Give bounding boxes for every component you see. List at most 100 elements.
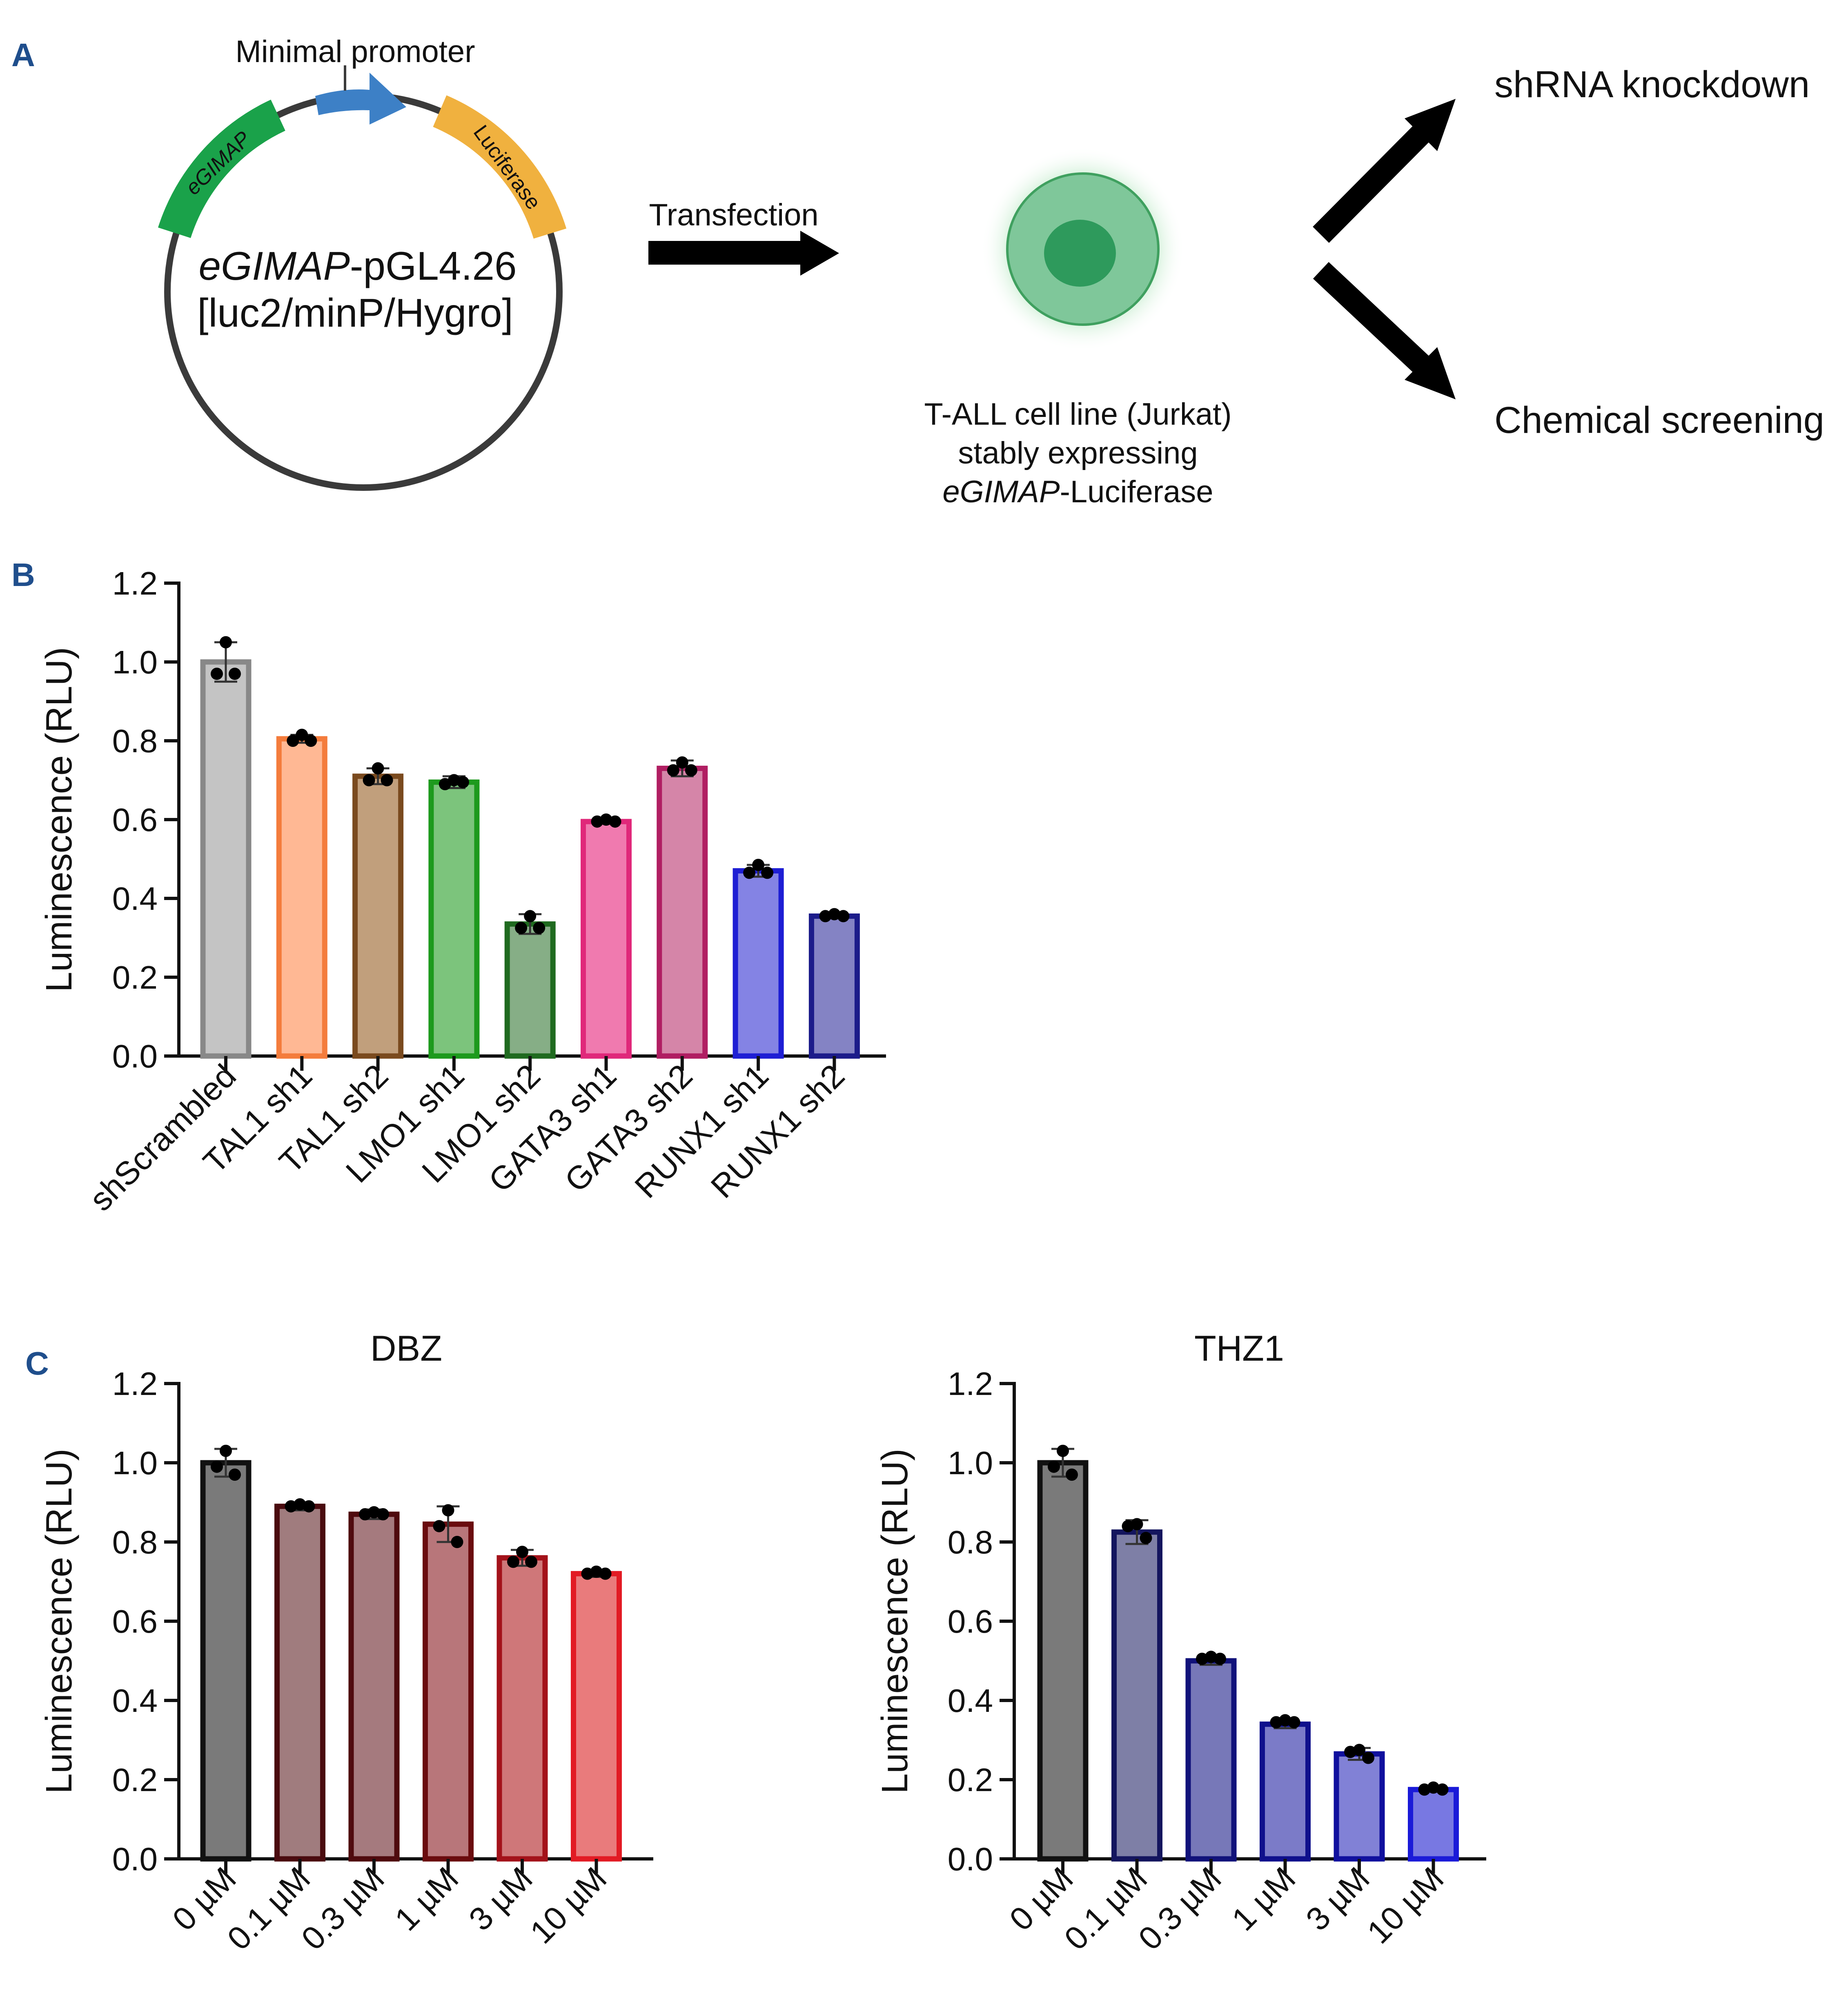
data-point <box>515 922 527 934</box>
cell-caption-rest: -Luciferase <box>1060 475 1213 509</box>
y-tick-label: 0.4 <box>948 1682 993 1719</box>
data-point <box>524 910 536 922</box>
data-point <box>1288 1716 1300 1728</box>
promoter-label: Minimal promoter <box>235 34 475 69</box>
data-point <box>287 735 299 747</box>
x-tick-label: 10 µM <box>523 1860 613 1950</box>
data-point <box>229 668 241 680</box>
cell-caption-line3: eGIMAP-Luciferase <box>942 475 1213 509</box>
y-tick-label: 1.0 <box>112 644 158 680</box>
data-point <box>1048 1461 1060 1473</box>
chart-title: DBZ <box>370 1328 442 1368</box>
chart-thz1: 0.0 0.2 0.4 0.6 0.8 1.0 1.2 Luminescence (RLU) T… <box>875 1328 1486 1957</box>
outcome-shrna-knockdown: shRNA knockdown <box>1494 64 1810 105</box>
data-point <box>1270 1716 1282 1728</box>
data-point <box>819 910 831 922</box>
x-tick-label: 10 µM <box>1360 1860 1450 1950</box>
y-tick-label: 1.2 <box>948 1366 993 1402</box>
y-tick-label: 1.2 <box>112 1366 158 1402</box>
plasmid-name-line2: [luc2/minP/Hygro] <box>197 290 513 335</box>
y-tick-label: 0.4 <box>112 1682 158 1719</box>
data-point <box>591 816 603 828</box>
bar <box>355 776 401 1056</box>
bar <box>203 1463 249 1859</box>
data-point <box>1418 1783 1431 1796</box>
x-tick-label: 1 µM <box>1225 1860 1303 1938</box>
y-tick-label: 1.0 <box>948 1445 993 1481</box>
data-point <box>1214 1653 1226 1665</box>
data-point <box>1436 1783 1449 1796</box>
y-tick-label: 0.8 <box>112 723 158 759</box>
bar <box>574 1574 619 1859</box>
bar <box>1262 1724 1308 1859</box>
luciferase-segment <box>440 111 550 234</box>
data-point <box>1057 1445 1069 1457</box>
panel-label-c: C <box>25 1345 49 1381</box>
x-tick-label: 0.1 µM <box>220 1860 317 1957</box>
bar <box>203 662 249 1056</box>
arrow-down-shaft <box>1321 270 1431 374</box>
bar <box>507 924 553 1056</box>
y-axis-title: Luminescence (RLU) <box>875 1448 915 1794</box>
data-point <box>667 764 679 776</box>
cell-caption-line2: stably expressing <box>958 436 1198 470</box>
x-tick-label: 0.3 µM <box>294 1860 391 1957</box>
data-point <box>377 1508 389 1520</box>
data-point <box>609 816 621 828</box>
panel-label-b: B <box>11 557 35 593</box>
panel-label-a: A <box>11 37 35 73</box>
outcome-chemical-screening: Chemical screening <box>1494 399 1824 441</box>
data-point <box>439 778 451 790</box>
data-point <box>229 1468 241 1481</box>
y-tick-label: 0.6 <box>948 1603 993 1640</box>
y-tick-label: 0.0 <box>112 1841 158 1877</box>
bar <box>425 1524 471 1859</box>
data-point <box>1140 1532 1152 1544</box>
data-point <box>211 1461 223 1473</box>
data-point <box>761 867 773 879</box>
data-point <box>457 776 469 788</box>
arrow-up-shaft <box>1321 124 1431 235</box>
data-point <box>1196 1653 1208 1665</box>
y-tick-label: 0.2 <box>112 1762 158 1798</box>
data-point <box>525 1556 537 1568</box>
bar <box>811 916 857 1056</box>
data-point <box>1362 1752 1374 1764</box>
bar <box>1188 1661 1234 1859</box>
bar <box>1411 1789 1456 1859</box>
data-point <box>581 1568 594 1580</box>
data-point <box>1344 1746 1356 1758</box>
bar <box>277 1506 323 1859</box>
data-point <box>743 867 755 879</box>
chart-title: THZ1 <box>1194 1328 1284 1368</box>
y-axis-title: Luminescence (RLU) <box>39 647 80 992</box>
data-point <box>372 762 384 775</box>
data-point <box>220 636 232 648</box>
bar <box>659 769 705 1056</box>
data-point <box>1066 1468 1078 1481</box>
data-point <box>305 735 317 747</box>
cell-caption-line1: T-ALL cell line (Jurkat) <box>924 397 1231 432</box>
cell-nucleus <box>1044 220 1116 287</box>
cell-caption-italic: eGIMAP <box>942 475 1060 509</box>
figure: A eGIMAP Minimal promoter Luciferase eGI… <box>0 0 1848 1992</box>
data-point <box>451 1536 463 1548</box>
y-tick-label: 0.4 <box>112 880 158 917</box>
data-point <box>381 774 393 787</box>
data-point <box>685 764 697 776</box>
data-point <box>285 1500 297 1513</box>
transfection-label: Transfection <box>649 198 818 232</box>
y-tick-label: 1.2 <box>112 565 158 602</box>
y-tick-label: 0.6 <box>112 802 158 838</box>
bar <box>1336 1754 1382 1859</box>
y-tick-label: 0.0 <box>948 1841 993 1877</box>
bar <box>1114 1532 1160 1859</box>
bar <box>1040 1463 1086 1859</box>
y-tick-label: 0.8 <box>112 1524 158 1560</box>
data-point <box>1122 1520 1134 1532</box>
data-point <box>516 1546 528 1558</box>
promoter-arrow <box>315 73 406 125</box>
data-point <box>359 1508 371 1520</box>
data-point <box>211 668 223 680</box>
